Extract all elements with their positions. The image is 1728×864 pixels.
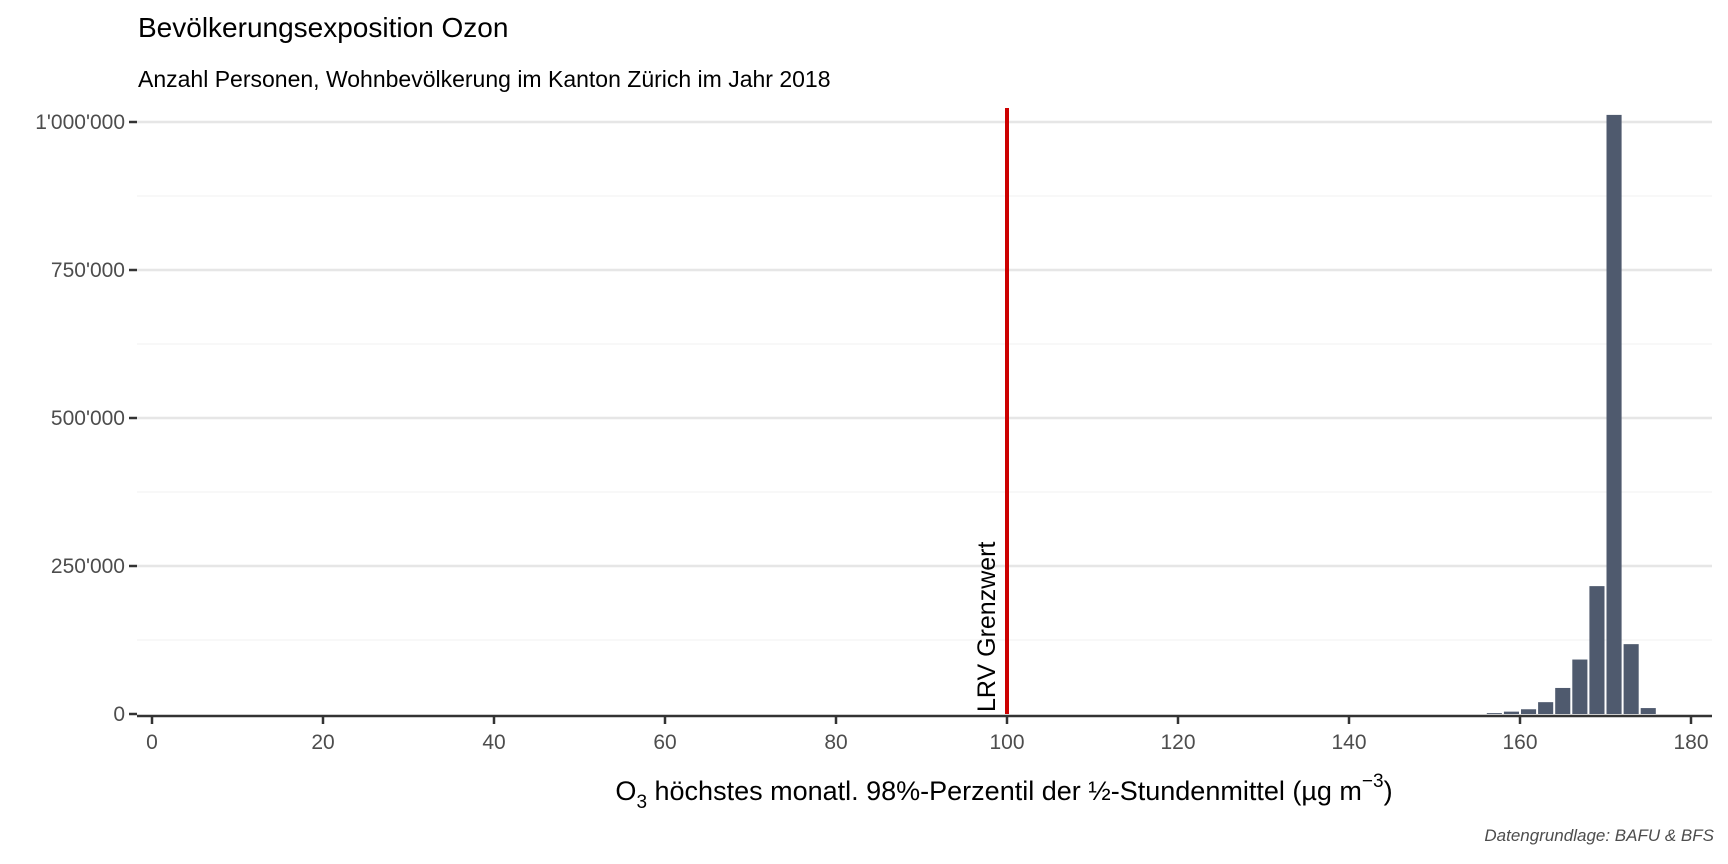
- chart-title: Bevölkerungsexposition Ozon: [138, 12, 509, 43]
- histogram-bar: [1623, 644, 1639, 714]
- histogram-bar: [1640, 708, 1656, 714]
- histogram-bar: [1589, 586, 1605, 714]
- histogram-bar: [1572, 659, 1588, 714]
- x-axis-label-sub: 3: [636, 792, 647, 813]
- x-axis-ticks: 0 20 40 60 80 100 120 140 160 180: [146, 716, 1709, 754]
- x-axis-label-sup: −3: [1362, 771, 1384, 792]
- x-axis-label-end: ): [1384, 776, 1393, 806]
- x-tick-label: 120: [1160, 731, 1195, 754]
- chart-subtitle: Anzahl Personen, Wohnbevölkerung im Kant…: [138, 66, 831, 92]
- histogram-bar: [1606, 114, 1622, 714]
- y-axis-ticks: 0 250'000 500'000 750'000 1'000'000: [35, 111, 137, 726]
- y-tick-label: 0: [113, 703, 125, 726]
- x-axis-label-main: O: [615, 776, 636, 806]
- histogram-bar: [1486, 713, 1502, 714]
- histogram-bar: [1538, 702, 1554, 714]
- y-tick-label: 500'000: [51, 407, 125, 430]
- reference-line-label: LRV Grenzwert: [973, 542, 1001, 712]
- x-tick-label: 80: [824, 731, 847, 754]
- x-tick-label: 140: [1331, 731, 1366, 754]
- y-tick-label: 250'000: [51, 555, 125, 578]
- major-gridlines: [137, 120, 1712, 568]
- x-axis-label-middle: höchstes monatl. 98%-Perzentil der ½-Stu…: [647, 776, 1362, 806]
- x-tick-label: 180: [1673, 731, 1708, 754]
- histogram-bars: [1486, 114, 1656, 714]
- x-tick-label: 160: [1502, 731, 1537, 754]
- histogram-bar: [1503, 711, 1519, 714]
- x-tick-label: 20: [311, 731, 334, 754]
- x-axis-label: O3 höchstes monatl. 98%-Perzentil der ½-…: [615, 771, 1392, 813]
- x-tick-label: 40: [482, 731, 505, 754]
- histogram-bar: [1521, 709, 1537, 714]
- histogram-bar: [1555, 687, 1571, 714]
- reference-line-group: LRV Grenzwert: [973, 108, 1009, 714]
- x-tick-label: 0: [146, 731, 158, 754]
- y-tick-label: 1'000'000: [35, 111, 125, 134]
- chart-caption: Datengrundlage: BAFU & BFS: [1484, 826, 1714, 845]
- minor-gridlines: [137, 195, 1712, 641]
- x-tick-label: 60: [653, 731, 676, 754]
- x-tick-label: 100: [989, 731, 1024, 754]
- y-tick-label: 750'000: [51, 259, 125, 282]
